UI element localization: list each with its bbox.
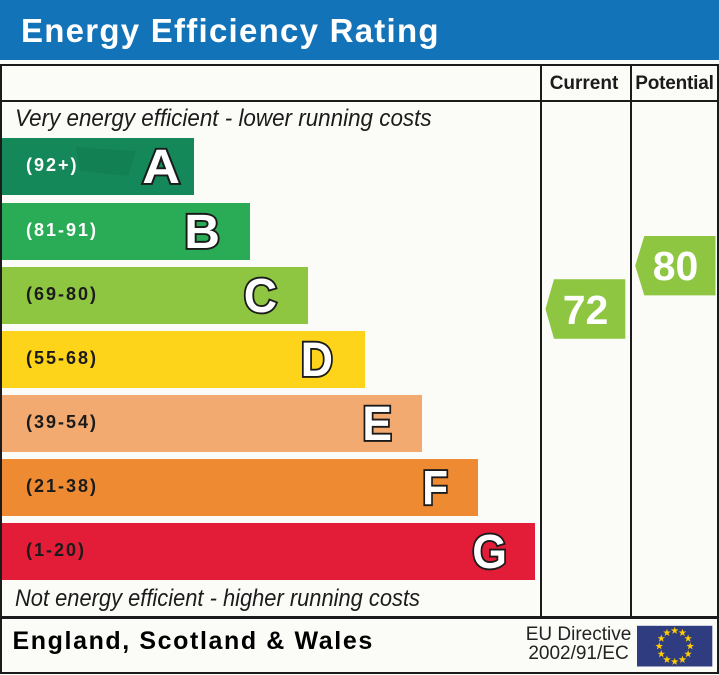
- svg-text:D: D: [301, 333, 333, 387]
- svg-text:72: 72: [563, 287, 609, 333]
- svg-text:80: 80: [653, 243, 699, 289]
- svg-text:C: C: [244, 268, 277, 322]
- svg-text:A: A: [142, 140, 180, 194]
- svg-text:B: B: [184, 206, 220, 259]
- svg-text:F: F: [422, 460, 448, 514]
- svg-text:E: E: [362, 396, 392, 450]
- svg-text:G: G: [472, 525, 507, 579]
